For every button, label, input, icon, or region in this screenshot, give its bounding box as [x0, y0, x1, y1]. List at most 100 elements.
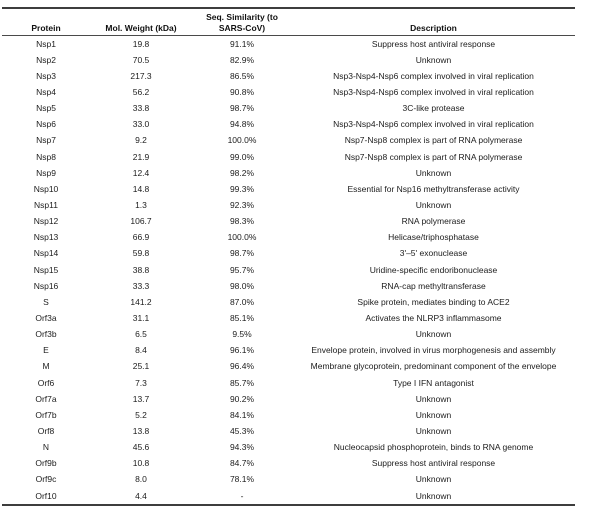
cell-seq-similarity: 90.2% — [229, 393, 255, 404]
cell-protein: Orf7b — [35, 409, 57, 420]
cell-seq-similarity: 91.1% — [229, 38, 255, 49]
cell-description: Unknown — [415, 329, 452, 340]
cell-protein: Nsp6 — [36, 119, 56, 130]
cell-protein: Nsp7 — [36, 135, 56, 146]
cell-description: Nsp7-Nsp8 complex is part of RNA polymer… — [344, 151, 523, 162]
cell-description: Nsp7-Nsp8 complex is part of RNA polymer… — [344, 135, 523, 146]
cell-mol-weight-kda: 59.8 — [132, 248, 150, 259]
cell-description: RNA polymerase — [401, 216, 466, 227]
table-row: Nsp10 14.8 99.3% Essential for Nsp16 methyl… — [2, 181, 575, 197]
table-row: S 141.2 87.0% Spike protein, mediates bindi… — [2, 294, 575, 310]
cell-mol-weight-kda: 1.3 — [135, 199, 147, 210]
table-row: Nsp1 19.8 91.1% Suppress host antiviral res… — [2, 36, 575, 53]
cell-description: 3C-like protease — [402, 103, 465, 114]
cell-seq-similarity: 98.3% — [229, 216, 255, 227]
cell-seq-similarity: 100.0% — [227, 232, 257, 243]
table-row: Nsp4 56.2 90.8% Nsp3-Nsp4-Nsp6 complex invo… — [2, 84, 575, 100]
table-row: Nsp14 59.8 98.7% 3'–5' exonuclease — [2, 246, 575, 262]
table-row: Nsp7 9.2 100.0% Nsp7-Nsp8 complex is part o… — [2, 133, 575, 149]
cell-seq-similarity: 100.0% — [227, 135, 257, 146]
cell-seq-similarity: 94.8% — [229, 119, 255, 130]
cell-mol-weight-kda: 13.7 — [132, 393, 150, 404]
cell-seq-similarity: 84.7% — [229, 458, 255, 469]
cell-description: Nsp3-Nsp4-Nsp6 complex involved in viral… — [333, 70, 534, 81]
cell-mol-weight-kda: 4.4 — [135, 490, 147, 501]
cell-seq-similarity: 86.5% — [229, 70, 255, 81]
cell-description: Spike protein, mediates binding to ACE2 — [357, 296, 510, 307]
cell-description: Unknown — [415, 393, 452, 404]
col-header-mol-weight: Mol. Weight (kDa) — [105, 22, 177, 33]
cell-mol-weight-kda: 56.2 — [132, 86, 150, 97]
col-header-description: Description — [410, 22, 457, 33]
cell-mol-weight-kda: 70.5 — [132, 54, 150, 65]
cell-mol-weight-kda: 31.1 — [132, 312, 150, 323]
cell-mol-weight-kda: 19.8 — [132, 38, 150, 49]
cell-protein: Nsp8 — [36, 151, 56, 162]
cell-protein: S — [43, 296, 49, 307]
header-row: Protein Mol. Weight (kDa) Seq. Similarit… — [2, 8, 575, 36]
cell-mol-weight-kda: 106.7 — [130, 216, 152, 227]
cell-protein: Orf6 — [37, 377, 55, 388]
cell-protein: Nsp11 — [34, 199, 58, 210]
cell-seq-similarity: 96.1% — [229, 345, 255, 356]
cell-seq-similarity: 99.3% — [229, 183, 255, 194]
cell-protein: Orf8 — [37, 425, 55, 436]
cell-protein: Orf7a — [35, 393, 57, 404]
cell-seq-similarity: 85.7% — [229, 377, 255, 388]
table-row: N 45.6 94.3% Nucleocapsid phosphoprotein, b… — [2, 440, 575, 456]
cell-protein: E — [43, 345, 49, 356]
cell-mol-weight-kda: 5.2 — [135, 409, 147, 420]
table-row: Nsp12 106.7 98.3% RNA polymerase — [2, 214, 575, 230]
cell-protein: Orf10 — [35, 490, 57, 501]
cell-mol-weight-kda: 6.5 — [135, 329, 147, 340]
cell-description: Nucleocapsid phosphoprotein, binds to RN… — [333, 442, 534, 453]
table-row: Nsp16 33.3 98.0% RNA-cap methyltransferase — [2, 278, 575, 294]
table-row: Orf3a 31.1 85.1% Activates the NLRP3 inflam… — [2, 310, 575, 326]
cell-protein: Nsp9 — [36, 167, 56, 178]
col-header-seq-similarity: Seq. Similarity (to SARS-CoV) — [206, 12, 278, 33]
cell-description: Unknown — [415, 409, 452, 420]
cell-protein: Orf9b — [35, 458, 57, 469]
cell-mol-weight-kda: 217.3 — [130, 70, 152, 81]
table-row: Nsp11 1.3 92.3% Unknown — [2, 197, 575, 213]
cell-protein: Nsp12 — [33, 216, 59, 227]
cell-seq-similarity: 98.2% — [229, 167, 255, 178]
cell-mol-weight-kda: 10.8 — [132, 458, 150, 469]
cell-seq-similarity: 96.4% — [229, 361, 255, 372]
cell-description: Nsp3-Nsp4-Nsp6 complex involved in viral… — [333, 86, 534, 97]
cell-protein: Nsp14 — [33, 248, 59, 259]
cell-description: RNA-cap methyltransferase — [381, 280, 486, 291]
cell-description: Suppress host antiviral response — [371, 458, 496, 469]
cell-description: Envelope protein, involved in virus morp… — [311, 345, 556, 356]
cell-mol-weight-kda: 9.2 — [135, 135, 147, 146]
cell-protein: Nsp3 — [36, 70, 56, 81]
cell-mol-weight-kda: 38.8 — [132, 264, 150, 275]
cell-mol-weight-kda: 25.1 — [132, 361, 150, 372]
table-row: Nsp2 70.5 82.9% Unknown — [2, 52, 575, 68]
cell-seq-similarity: 98.7% — [229, 103, 255, 114]
cell-description: Suppress host antiviral response — [371, 38, 496, 49]
cell-description: Uridine-specific endoribonuclease — [369, 264, 498, 275]
cell-mol-weight-kda: 13.8 — [132, 425, 150, 436]
cell-description: Unknown — [415, 199, 452, 210]
cell-mol-weight-kda: 7.3 — [135, 377, 147, 388]
table-row: Orf7b 5.2 84.1% Unknown — [2, 407, 575, 423]
cell-seq-similarity: 9.5% — [232, 329, 252, 340]
cell-mol-weight-kda: 33.8 — [132, 103, 150, 114]
cell-protein: Orf9c — [35, 474, 57, 485]
cell-seq-similarity: - — [240, 490, 244, 501]
cell-mol-weight-kda: 14.8 — [132, 183, 150, 194]
cell-mol-weight-kda: 8.4 — [135, 345, 147, 356]
cell-mol-weight-kda: 33.3 — [132, 280, 150, 291]
cell-seq-similarity: 94.3% — [229, 442, 255, 453]
table-row: Nsp8 21.9 99.0% Nsp7-Nsp8 complex is part o… — [2, 149, 575, 165]
cell-protein: Nsp4 — [36, 86, 56, 97]
cell-seq-similarity: 99.0% — [229, 151, 255, 162]
cell-description: Unknown — [415, 167, 452, 178]
cell-protein: N — [42, 442, 50, 453]
cell-seq-similarity: 87.0% — [229, 296, 255, 307]
cell-seq-similarity: 95.7% — [229, 264, 255, 275]
cell-mol-weight-kda: 21.9 — [132, 151, 150, 162]
cell-seq-similarity: 92.3% — [229, 199, 255, 210]
cell-description: Unknown — [415, 425, 452, 436]
